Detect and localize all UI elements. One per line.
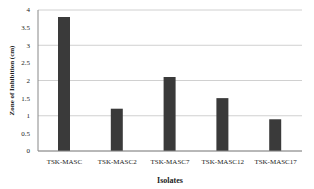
- svg-text:TSK-MASC7: TSK-MASC7: [151, 158, 190, 166]
- svg-text:1: 1: [27, 112, 31, 120]
- svg-text:2.5: 2.5: [21, 59, 30, 67]
- svg-text:TSK-MASC2: TSK-MASC2: [98, 158, 137, 166]
- svg-text:TSK-MASC17: TSK-MASC17: [254, 158, 297, 166]
- svg-text:1.5: 1.5: [21, 95, 30, 103]
- svg-text:4: 4: [27, 6, 31, 14]
- svg-text:2: 2: [27, 77, 31, 85]
- svg-text:0.5: 0.5: [21, 130, 30, 138]
- svg-text:3.5: 3.5: [21, 24, 30, 32]
- svg-text:Isolates: Isolates: [157, 176, 183, 185]
- svg-text:TSK-MASC: TSK-MASC: [47, 158, 83, 166]
- svg-text:Zone of Inhibition (cm): Zone of Inhibition (cm): [8, 45, 16, 115]
- svg-text:0: 0: [27, 147, 31, 155]
- svg-text:3: 3: [27, 42, 31, 50]
- svg-text:TSK-MASC12: TSK-MASC12: [202, 158, 245, 166]
